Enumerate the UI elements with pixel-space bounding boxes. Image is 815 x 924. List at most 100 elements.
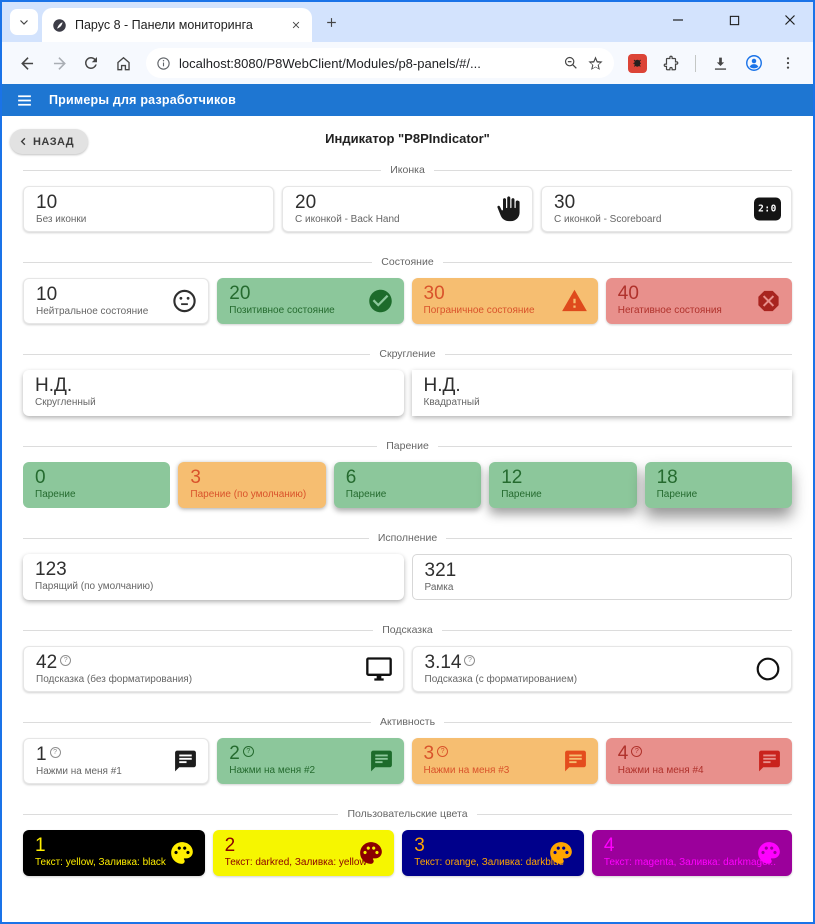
- indicator-card-custom-black: 1 Текст: yellow, Заливка: black: [23, 830, 205, 876]
- red-extension-button[interactable]: [622, 48, 652, 78]
- comment-icon: [759, 750, 780, 772]
- section-label-icons: Иконка: [23, 164, 792, 176]
- indicator-value: 2: [224, 835, 236, 856]
- indicator-card-click-me-4[interactable]: 4 Нажми на меня #4: [605, 738, 792, 784]
- section-elevation-row: 0 Парение 3 Парение (по умолчанию) 6 Пар…: [2, 462, 813, 508]
- tab-search-button[interactable]: [10, 9, 38, 35]
- back-nav-button[interactable]: [12, 48, 42, 78]
- plus-icon: [326, 17, 336, 27]
- indicator-card-back-hand: 20 С иконкой - Back Hand: [282, 186, 533, 232]
- indicator-card-negative-state: 40 Негативное состояния: [605, 278, 792, 324]
- indicator-card-positive-state: 20 Позитивное состояние: [217, 278, 404, 324]
- indicator-value: 20: [229, 283, 251, 304]
- indicator-value: 6: [345, 467, 357, 488]
- site-favicon: [53, 18, 66, 32]
- indicator-caption: Квадратный: [423, 397, 480, 408]
- indicator-card-outlined-variant: 321 Рамка: [411, 554, 792, 600]
- indicator-card-elevation-0: 0 Парение: [23, 462, 171, 508]
- indicator-value: 0: [35, 467, 46, 488]
- indicator-card-elevation-3: 3 Парение (по умолчанию): [178, 462, 326, 508]
- indicator-card-tooltip-plain[interactable]: 42 Подсказка (без форматирования): [23, 646, 404, 692]
- indicator-card-elevation-6: 6 Парение: [333, 462, 482, 508]
- indicator-value: 10: [36, 284, 58, 305]
- toolbar-right-cluster: [622, 48, 803, 78]
- close-window-button[interactable]: [777, 8, 803, 32]
- indicator-card-tooltip-formatted[interactable]: 3.14 Подсказка (с форматированием): [411, 646, 792, 692]
- help-icon: [437, 746, 449, 757]
- indicator-card-click-me-1[interactable]: 1 Нажми на меня #1: [23, 738, 210, 784]
- indicator-value: 3: [190, 467, 201, 488]
- forward-arrow-icon: [53, 56, 66, 70]
- section-variant-row: 123 Парящий (по умолчанию) 321 Рамка: [2, 554, 813, 600]
- minimize-button[interactable]: [665, 8, 691, 32]
- indicator-caption: Нажми на меня #1: [36, 766, 122, 777]
- indicator-value: 4: [603, 835, 615, 856]
- help-icon: [49, 747, 61, 758]
- extensions-button[interactable]: [656, 48, 686, 78]
- downloads-button[interactable]: [705, 48, 735, 78]
- tab-strip: Парус 8 - Панели мониторинга: [2, 2, 813, 42]
- profile-avatar-icon: [746, 55, 762, 71]
- page-content: НАЗАД Индикатор "P8PIndicator" Иконка 10…: [2, 116, 813, 922]
- back-hand-icon: [497, 196, 520, 222]
- new-tab-button[interactable]: [318, 9, 344, 35]
- indicator-value: 2: [229, 743, 391, 764]
- indicator-card-click-me-3[interactable]: 3 Нажми на меня #3: [411, 738, 598, 784]
- indicator-value: 3: [414, 835, 425, 856]
- section-activity-row: 1 Нажми на меня #1 2 Нажми на меня #2 3 …: [2, 738, 813, 784]
- section-label-tooltip: Подсказка: [23, 624, 792, 636]
- indicator-value: 42: [36, 652, 391, 673]
- profile-button[interactable]: [739, 48, 769, 78]
- toolbar-divider: [695, 54, 696, 72]
- kebab-menu-icon: [786, 57, 790, 69]
- tab-title: Парус 8 - Панели мониторинга: [75, 18, 253, 32]
- browser-tab[interactable]: Парус 8 - Панели мониторинга: [42, 8, 312, 42]
- indicator-caption: Подсказка (с форматированием): [424, 674, 578, 685]
- indicator-card-custom-darkblue: 3 Текст: orange, Заливка: darkblue: [402, 830, 584, 876]
- indicator-value: 123: [35, 559, 67, 580]
- window-controls: [665, 8, 803, 32]
- indicator-value: 1: [35, 835, 46, 856]
- comment-icon: [370, 750, 392, 772]
- help-icon: [60, 655, 72, 666]
- browser-toolbar: localhost:8080/P8WebClient/Modules/p8-pa…: [2, 42, 813, 84]
- indicator-card-click-me-2[interactable]: 2 Нажми на меня #2: [217, 738, 404, 784]
- tab-close-icon[interactable]: [287, 17, 304, 34]
- url-text[interactable]: localhost:8080/P8WebClient/Modules/p8-pa…: [179, 55, 481, 71]
- indicator-card-no-icon: 10 Без иконки: [23, 186, 274, 232]
- section-custom-colors-row: 1 Текст: yellow, Заливка: black 2 Текст:…: [2, 830, 813, 876]
- site-info-icon[interactable]: [156, 56, 171, 71]
- indicator-value: 3.14: [425, 652, 780, 673]
- indicator-card-elevated-variant: 123 Парящий (по умолчанию): [23, 554, 404, 600]
- cancel-icon: [758, 290, 779, 312]
- indicator-caption: Скругленный: [35, 397, 96, 408]
- refresh-button[interactable]: [76, 48, 106, 78]
- chevron-left-icon: [20, 137, 26, 146]
- page-header: НАЗАД Индикатор "P8PIndicator": [2, 128, 813, 164]
- refresh-icon: [84, 56, 97, 69]
- indicator-value: 40: [617, 283, 639, 304]
- zoom-out-icon[interactable]: [563, 55, 579, 71]
- sentiment-neutral-icon: [173, 289, 196, 313]
- warning-icon: [561, 289, 587, 312]
- indicator-value: 12: [501, 467, 523, 488]
- indicator-caption: Нажми на меня #2: [229, 765, 316, 776]
- section-label-rounding: Скругление: [23, 348, 792, 360]
- hamburger-menu-icon[interactable]: [16, 92, 33, 109]
- indicator-value: 30: [423, 283, 445, 304]
- app-bar: Примеры для разработчиков: [2, 84, 813, 116]
- puzzle-icon: [663, 55, 679, 71]
- indicator-caption: Подсказка (без форматирования): [36, 674, 193, 685]
- indicator-card-rounded: Н.Д. Скругленный: [23, 370, 404, 416]
- forward-nav-button[interactable]: [44, 48, 74, 78]
- indicator-caption: Парение: [345, 489, 387, 500]
- indicator-caption: Без иконки: [36, 214, 87, 225]
- bookmark-star-icon[interactable]: [587, 55, 604, 72]
- indicator-value: Н.Д.: [423, 375, 461, 396]
- home-button[interactable]: [108, 48, 138, 78]
- maximize-button[interactable]: [721, 8, 747, 32]
- palette-icon: [758, 842, 780, 864]
- address-bar[interactable]: localhost:8080/P8WebClient/Modules/p8-pa…: [146, 48, 614, 78]
- browser-menu-button[interactable]: [773, 48, 803, 78]
- back-button[interactable]: НАЗАД: [10, 129, 88, 154]
